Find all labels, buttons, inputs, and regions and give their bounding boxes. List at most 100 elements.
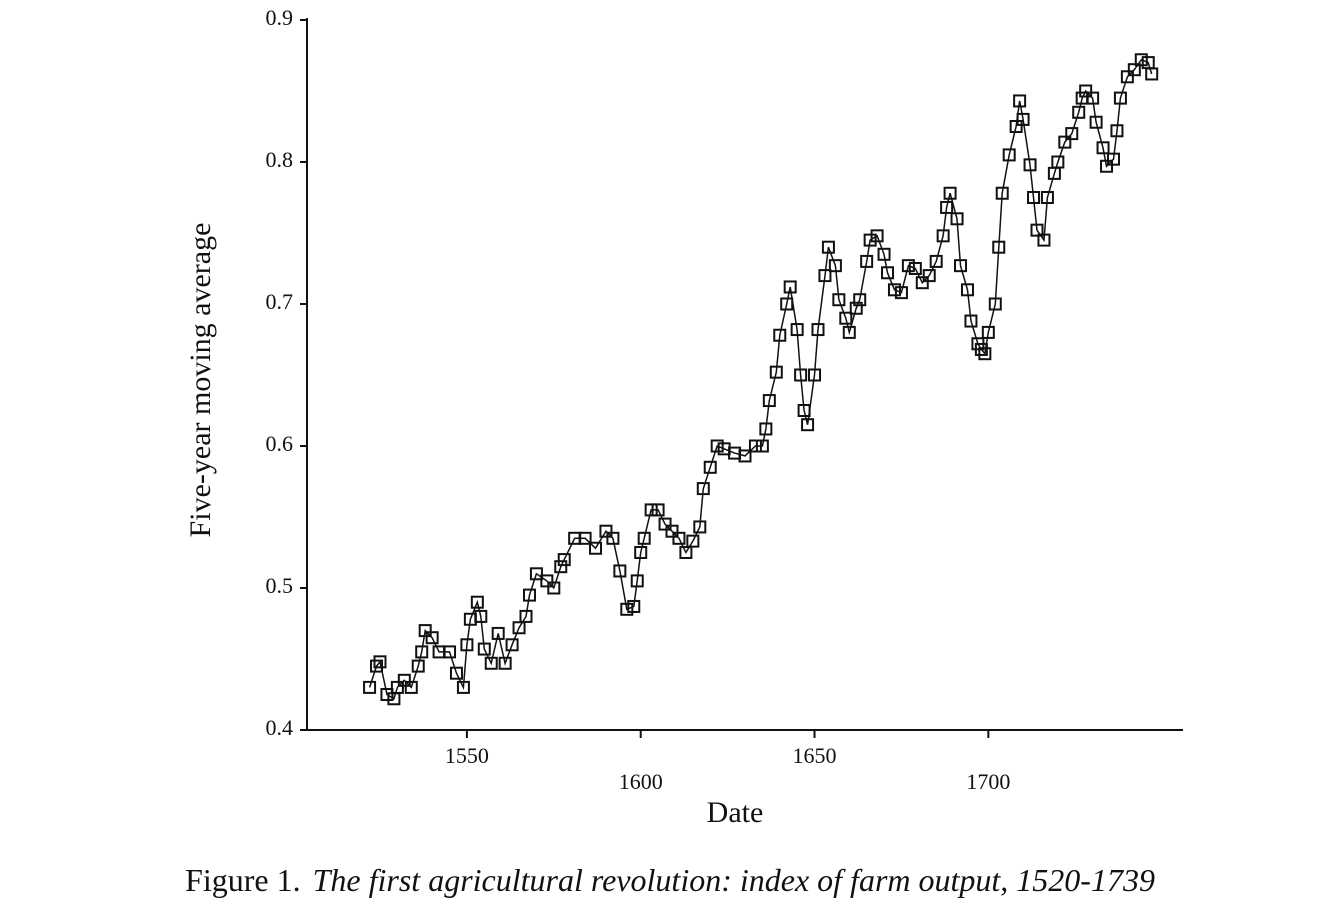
data-point: [960, 283, 974, 297]
y-axis-title: Five-year moving average: [184, 223, 217, 538]
data-point: [1079, 84, 1093, 98]
data-point: [710, 439, 724, 453]
data-point: [1027, 191, 1041, 204]
data-point: [404, 680, 418, 694]
data-point: [370, 659, 384, 673]
data-point: [887, 283, 901, 297]
data-point: [794, 368, 808, 382]
data-point: [901, 259, 915, 273]
y-tick-label: 0.7: [266, 289, 294, 314]
data-point: [693, 520, 707, 534]
data-point: [519, 609, 533, 623]
data-point: [797, 404, 811, 417]
data-point: [1120, 70, 1134, 84]
data-point: [832, 293, 846, 307]
data-point: [686, 534, 700, 548]
x-tick-label: 1600: [619, 769, 663, 794]
data-point: [762, 394, 776, 408]
data-point: [634, 546, 648, 559]
data-point: [1016, 112, 1030, 126]
data-point: [679, 546, 693, 559]
data-point: [637, 531, 651, 545]
data-point: [703, 460, 717, 474]
y-tick-label: 0.9: [266, 5, 294, 30]
y-tick-label: 0.8: [266, 147, 294, 172]
data-point: [443, 645, 457, 659]
data-point: [425, 631, 439, 645]
data-point: [547, 581, 561, 595]
data-point: [470, 595, 484, 609]
data-point: [578, 531, 592, 545]
caption: Figure 1. The first agricultural revoluti…: [185, 862, 1155, 898]
data-point: [790, 323, 804, 337]
data-point: [1086, 91, 1100, 105]
data-point: [988, 297, 1002, 311]
data-point: [415, 645, 429, 659]
data-point: [540, 574, 554, 588]
data-point: [981, 325, 995, 339]
data-point: [474, 609, 488, 623]
data-point: [783, 280, 797, 294]
data-point: [992, 240, 1006, 254]
data-point: [870, 229, 884, 243]
data-point: [936, 229, 950, 243]
data-point: [380, 688, 394, 701]
data-point: [620, 602, 634, 616]
data-point: [658, 517, 672, 531]
data-point: [780, 297, 794, 311]
data-point: [842, 325, 856, 339]
data-point: [1051, 155, 1065, 169]
data-point: [1110, 124, 1124, 138]
data-point: [1089, 115, 1103, 129]
data-point: [759, 422, 773, 436]
y-tick-label: 0.5: [266, 573, 294, 598]
data-point: [363, 680, 377, 694]
data-point: [964, 314, 978, 328]
data-point: [1100, 159, 1114, 173]
data-point: [839, 311, 853, 325]
data-point: [672, 531, 686, 545]
data-point: [1013, 94, 1027, 108]
data-point: [512, 621, 526, 635]
data-point: [877, 247, 891, 261]
y-tick-label: 0.6: [266, 431, 294, 456]
data-point: [863, 233, 877, 247]
data-point: [828, 259, 842, 273]
data-point: [696, 482, 710, 496]
data-point: [589, 541, 603, 555]
data-point: [950, 212, 964, 226]
data-point: [1037, 233, 1051, 247]
data-point: [853, 293, 867, 307]
data-point: [943, 186, 957, 200]
data-point: [554, 560, 568, 574]
data-point: [908, 262, 922, 275]
data-point: [1023, 158, 1037, 172]
data-point: [811, 323, 825, 337]
data-point: [449, 666, 463, 680]
data-point: [894, 286, 908, 300]
data-point: [915, 276, 929, 290]
data-point: [974, 342, 988, 356]
data-point: [954, 259, 968, 273]
data-line: [368, 58, 1153, 700]
data-point: [477, 642, 491, 656]
data-point: [630, 574, 644, 588]
data-point: [849, 301, 863, 315]
x-tick-label: 1700: [966, 769, 1010, 794]
data-point: [1072, 105, 1086, 119]
y-tick-label: 0.4: [266, 715, 294, 740]
data-point: [1065, 127, 1079, 141]
data-point: [1113, 91, 1127, 105]
data-point: [1145, 67, 1159, 81]
data-point: [1127, 63, 1141, 77]
data-point: [390, 680, 404, 694]
x-tick-label: 1550: [445, 743, 489, 768]
data-point: [773, 328, 787, 342]
data-point: [922, 269, 936, 283]
data-point: [769, 365, 783, 379]
data-point: [940, 200, 954, 214]
data-point: [529, 567, 543, 581]
x-axis-title: Date: [707, 796, 764, 829]
data-point: [460, 638, 474, 652]
